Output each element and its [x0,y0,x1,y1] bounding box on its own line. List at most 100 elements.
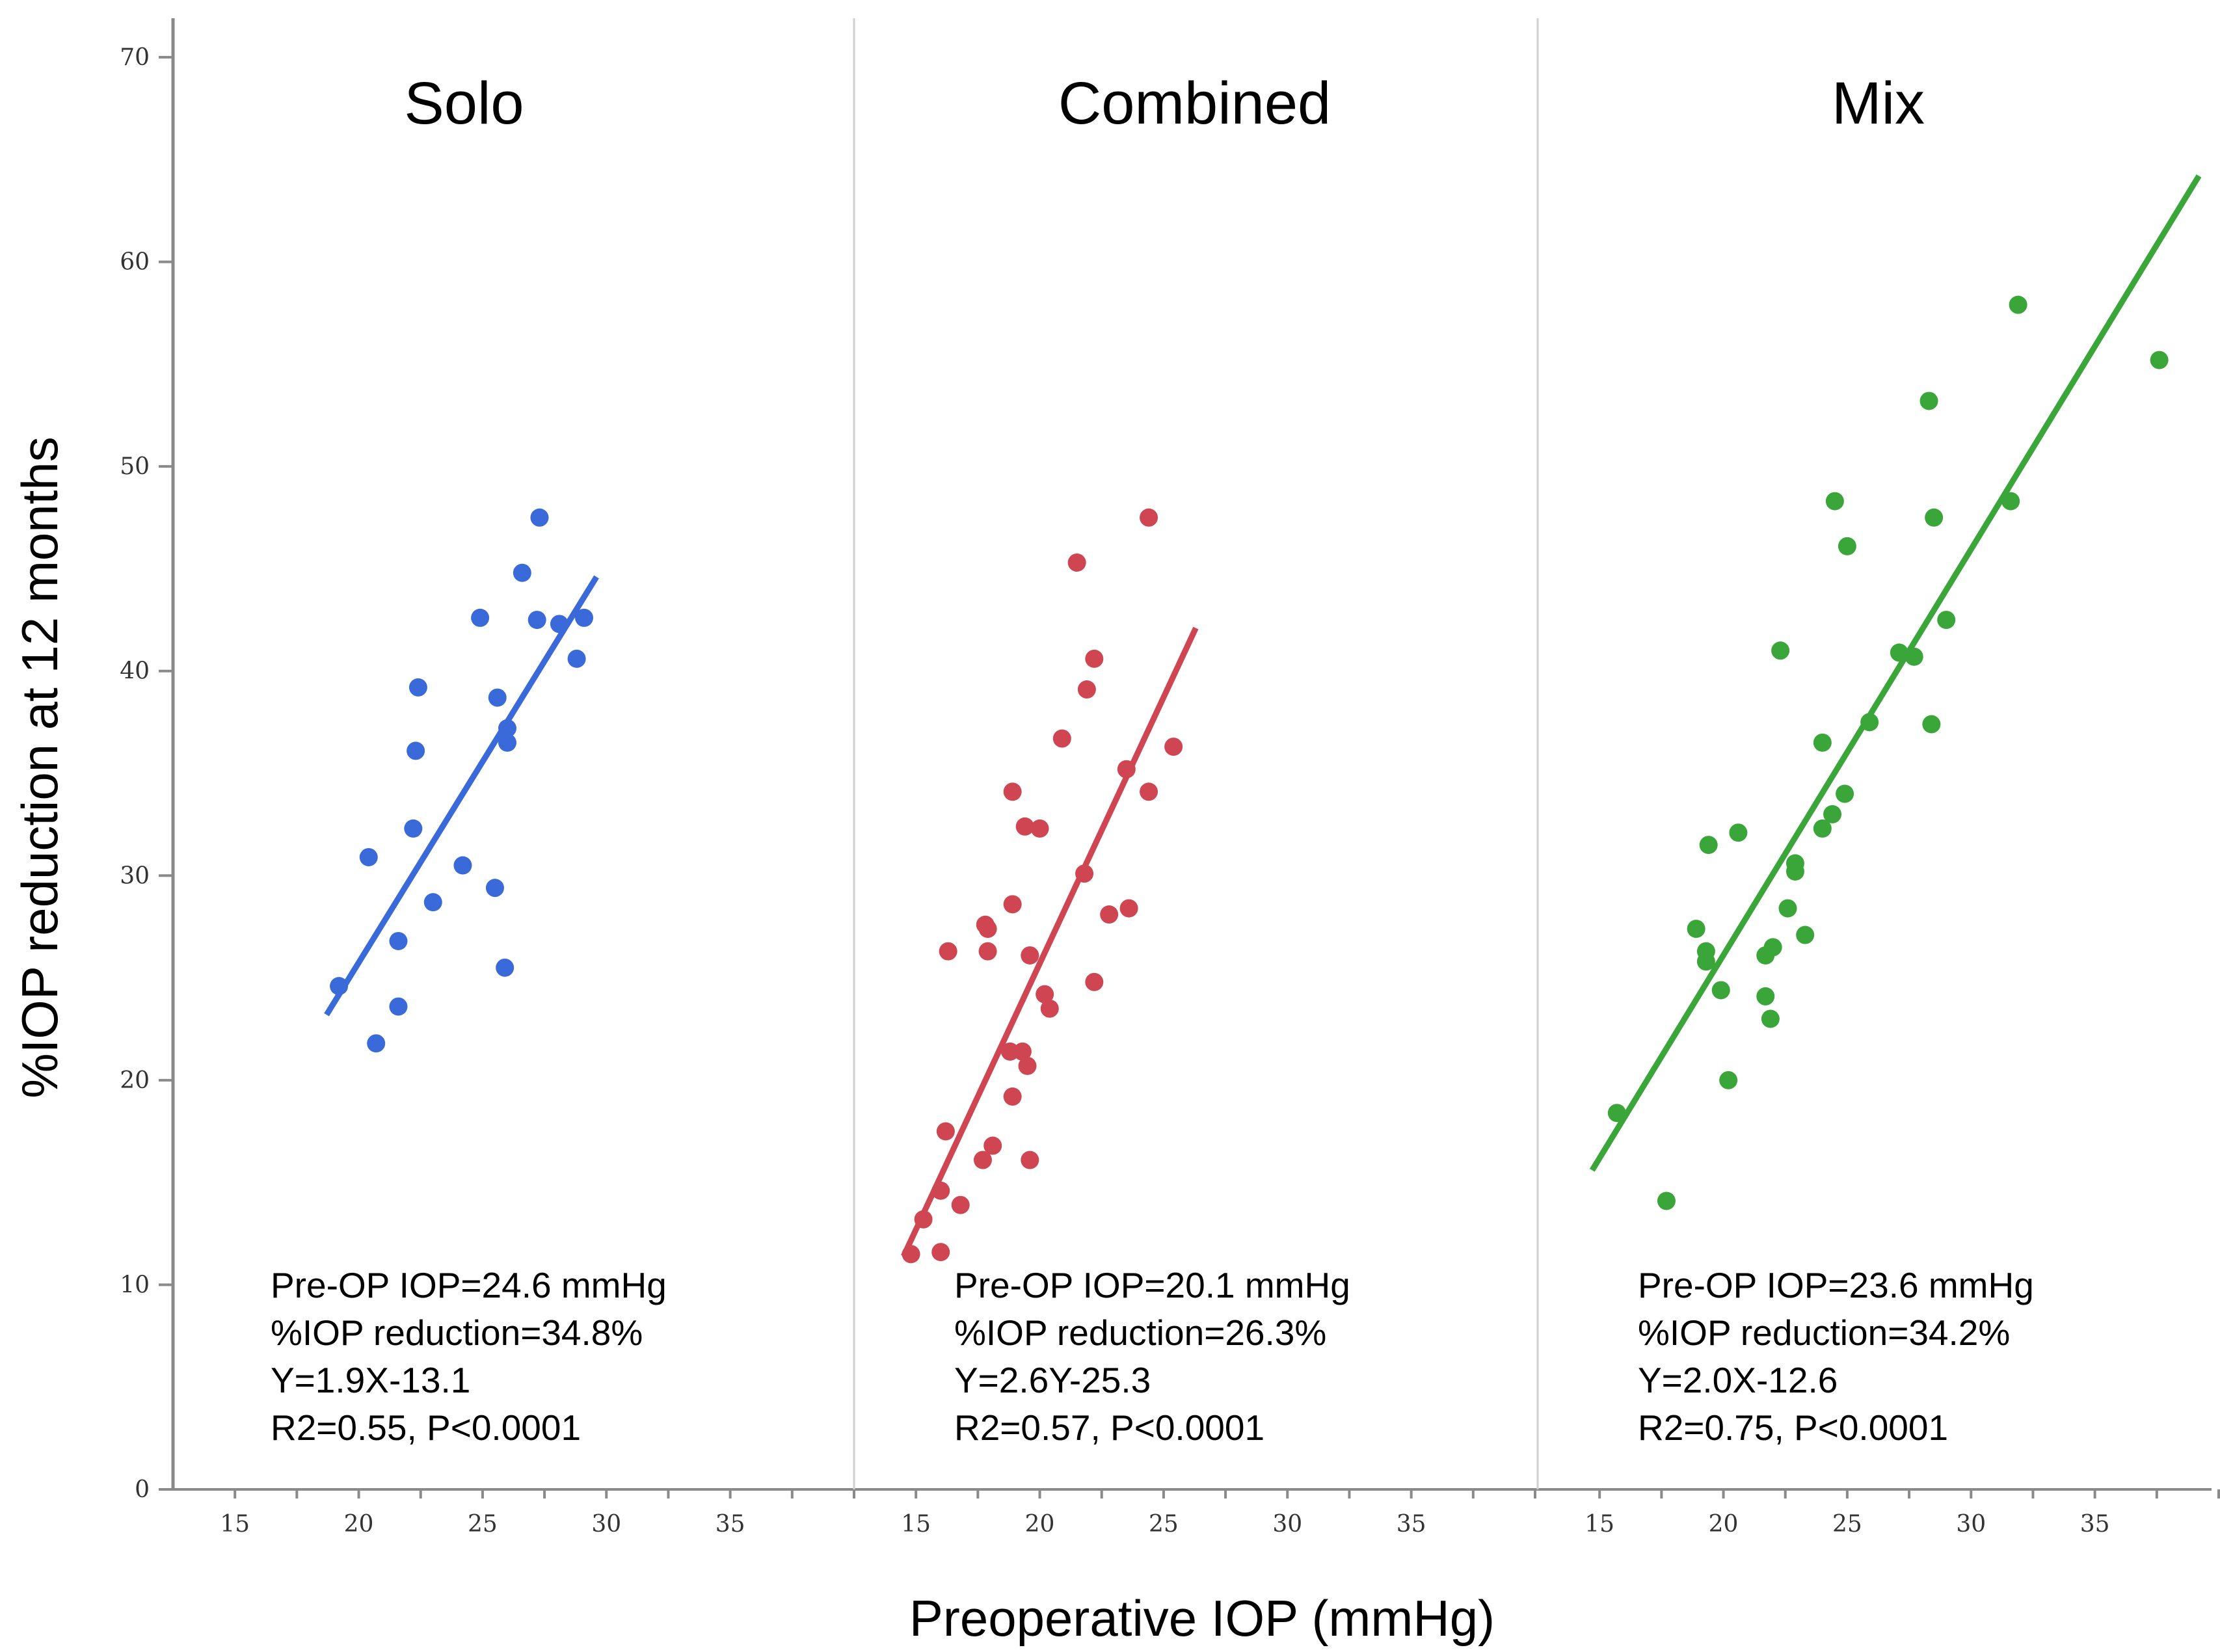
data-point [931,1181,950,1200]
y-tick-label: 30 [120,862,150,889]
panel-solo: Solo 15 20 25 30 35 Pre-OP IOP=24.6 mmHg %IOP r… [220,70,855,1538]
data-point [973,1151,992,1169]
y-tick-label: 50 [120,453,150,480]
data-point [1838,537,1856,555]
annotation-line: Pre-OP IOP=23.6 mmHg [1638,1265,2034,1305]
data-point [1687,920,1705,939]
data-point [1785,862,1804,881]
data-point [1699,836,1718,855]
data-point [1729,823,1748,842]
x-tick-label: 20 [344,1511,374,1538]
data-point [1075,864,1094,883]
x-axis-title: Preoperative IOP (mmHg) [909,1590,1495,1647]
panel-title: Mix [1832,70,1925,137]
data-point [513,563,531,582]
data-point [1778,899,1797,918]
data-point [367,1034,386,1053]
data-point [1825,492,1844,511]
x-tick-label: 20 [1025,1511,1055,1538]
data-point [1607,1104,1626,1123]
panel-title: Solo [404,70,524,137]
data-point [330,977,349,996]
data-point [498,733,516,752]
data-point [359,847,378,866]
data-point [1085,972,1104,991]
regression-line [324,575,599,1017]
data-point [485,879,504,898]
regression-line [1589,174,2202,1172]
data-point [1003,895,1022,914]
x-tick-label: 15 [220,1511,250,1538]
data-point [2009,295,2027,314]
x-tick-label: 15 [1585,1511,1614,1538]
annotation-line: %IOP reduction=26.3% [954,1312,1326,1353]
y-tick-label: 20 [120,1067,150,1094]
data-point [1922,715,1941,734]
y-tick-label: 40 [120,658,150,685]
data-point [1813,733,1832,752]
data-point [1756,987,1775,1006]
x-tick-label: 30 [1272,1511,1302,1538]
data-point [1013,1042,1032,1061]
data-point [1021,1151,1039,1169]
data-point [496,958,515,977]
x-tick-label: 25 [1832,1511,1862,1538]
data-point [404,819,423,838]
x-tick-label: 25 [468,1511,498,1538]
y-tick-label: 60 [120,249,150,276]
data-point [1067,553,1086,572]
data-point [1905,647,1923,666]
data-point [530,508,549,527]
data-point [408,678,427,697]
x-tick-label: 25 [1149,1511,1179,1538]
data-point [389,931,408,950]
data-point [1860,713,1879,732]
x-tick-label: 30 [591,1511,621,1538]
annotation-line: Pre-OP IOP=24.6 mmHg [271,1265,667,1305]
panel-title: Combined [1058,70,1331,137]
data-point [978,942,997,961]
data-point [1164,738,1183,756]
annotation-line: R2=0.75, P<0.0001 [1638,1407,1948,1448]
panel-mix: Mix 15 20 25 30 35 Pre-OP IOP=23.6 mmHg %IOP re… [1585,70,2220,1538]
x-tick-label: 35 [2080,1511,2110,1538]
y-tick-label: 0 [135,1476,150,1503]
annotation-line: Pre-OP IOP=20.1 mmHg [954,1265,1350,1305]
data-point [1052,729,1071,748]
data-point [1018,1056,1037,1075]
data-point [1813,819,1832,838]
data-point [488,688,507,707]
data-point [1036,985,1054,1004]
data-point [1771,641,1790,660]
annotation-line: Y=2.6Y-25.3 [954,1360,1151,1400]
x-tick-label: 35 [715,1511,745,1538]
data-point [1085,649,1104,668]
data-point [453,856,472,875]
data-point [978,920,997,939]
data-point [1140,782,1158,801]
data-point [389,997,408,1016]
data-point [951,1195,970,1214]
x-tick-label: 30 [1956,1511,1986,1538]
data-point [2150,351,2169,369]
data-point [1030,819,1049,838]
data-point [407,741,425,760]
data-point [914,1210,933,1229]
panel-combined: Combined 15 20 25 30 35 Pre-OP IOP=20.1 mmHg %I… [901,70,1536,1538]
data-point [1040,999,1059,1018]
data-point [1657,1192,1676,1210]
data-point [902,1245,920,1264]
x-tick-label: 35 [1397,1511,1426,1538]
data-point [1890,643,1908,662]
data-point [1100,905,1119,924]
data-point [471,608,490,627]
data-point [931,1243,950,1262]
data-point [1003,782,1022,801]
data-point [1696,952,1715,971]
data-point [1711,981,1730,1000]
regression-line [901,626,1199,1258]
data-point [936,1122,955,1141]
annotation-line: %IOP reduction=34.2% [1638,1312,2010,1353]
x-tick-label: 15 [901,1511,931,1538]
